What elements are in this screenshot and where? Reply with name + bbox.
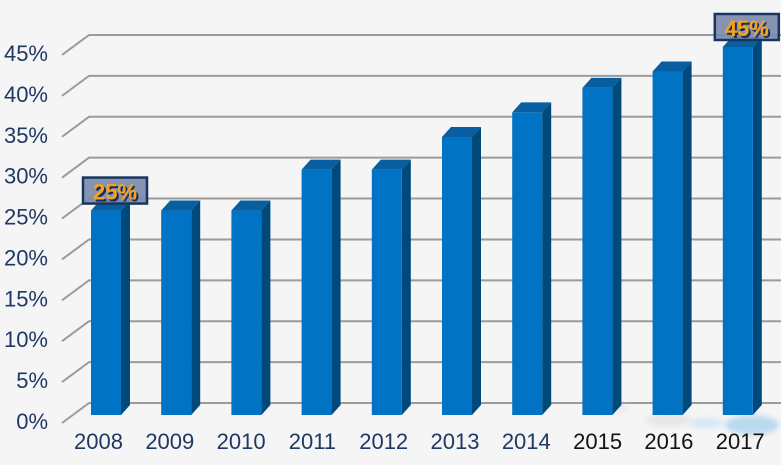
bar-side-2010 <box>261 200 271 415</box>
bar-2016 <box>652 71 683 416</box>
bar-top-2014 <box>512 102 552 113</box>
bar-2010 <box>231 210 262 415</box>
x-tick-label-2014: 2014 <box>502 429 551 454</box>
bar-side-2012 <box>401 159 411 415</box>
bar-side-2008 <box>121 200 130 415</box>
watermark-smudge <box>646 413 690 427</box>
x-tick-label-2013: 2013 <box>431 429 480 454</box>
data-label-2017: 45% <box>725 16 769 41</box>
bar-side-2015 <box>612 77 622 415</box>
bar-top-2011 <box>301 159 341 170</box>
y-tick-label-25%: 25% <box>4 205 48 230</box>
data-label-2008: 25% <box>93 180 137 205</box>
y-tick-label-30%: 30% <box>4 164 48 189</box>
data-label-box-2008 <box>81 176 149 205</box>
x-tick-label-2009: 2009 <box>145 429 194 454</box>
y-tick-label-40%: 40% <box>4 82 48 107</box>
bar-side-2017 <box>752 36 762 416</box>
bar-2017 <box>722 46 753 416</box>
bar-2015 <box>582 87 613 415</box>
bar-top-2013 <box>442 126 481 137</box>
watermark-smudge <box>725 415 779 435</box>
y-tick-label-45%: 45% <box>4 41 48 66</box>
bar-side-2014 <box>542 102 552 415</box>
bar-top-2012 <box>371 159 411 170</box>
x-tick-label-2012: 2012 <box>359 429 408 454</box>
bar-2012 <box>371 169 402 415</box>
y-tick-label-20%: 20% <box>4 245 48 270</box>
bar-side-2011 <box>331 159 341 415</box>
data-label-box-2017 <box>713 12 781 42</box>
y-tick-label-5%: 5% <box>16 368 48 393</box>
x-tick-label-2010: 2010 <box>217 429 266 454</box>
y-tick-label-35%: 35% <box>4 123 48 148</box>
x-tick-label-2016: 2016 <box>644 429 693 454</box>
bar-top-2009 <box>161 200 201 211</box>
bar-top-2010 <box>231 200 271 211</box>
bar-2009 <box>161 210 192 415</box>
gridline-45% <box>61 33 781 56</box>
bar-2014 <box>512 112 543 415</box>
y-tick-label-0%: 0% <box>16 409 48 434</box>
watermark-smudge <box>688 418 724 428</box>
x-tick-label-2011: 2011 <box>289 429 336 454</box>
bar-2011 <box>301 169 332 415</box>
x-tick-label-2015: 2015 <box>573 429 622 454</box>
gridline-40% <box>61 74 781 97</box>
y-tick-label-10%: 10% <box>4 327 48 352</box>
x-tick-label-2008: 2008 <box>74 429 123 454</box>
bar-top-2016 <box>652 61 692 72</box>
bar-top-2015 <box>582 77 622 88</box>
y-tick-label-15%: 15% <box>4 286 48 311</box>
data-label-shadow-2017: 45% <box>727 18 771 43</box>
bar-side-2009 <box>191 200 201 415</box>
x-tick-label-2017: 2017 <box>716 429 765 454</box>
bar-2008 <box>91 210 121 415</box>
bar-side-2016 <box>682 61 692 416</box>
bar-2013 <box>442 136 472 415</box>
data-label-shadow-2008: 25% <box>95 182 139 207</box>
bar-side-2013 <box>472 126 481 415</box>
